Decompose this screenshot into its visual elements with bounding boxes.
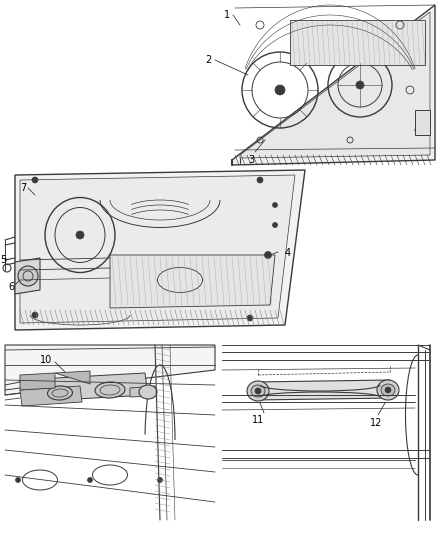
Ellipse shape bbox=[139, 385, 157, 399]
Polygon shape bbox=[20, 373, 148, 402]
Circle shape bbox=[76, 231, 84, 239]
Circle shape bbox=[385, 387, 391, 393]
Circle shape bbox=[247, 315, 253, 321]
Ellipse shape bbox=[381, 384, 395, 396]
Text: 5: 5 bbox=[0, 255, 6, 265]
Circle shape bbox=[15, 478, 21, 482]
Polygon shape bbox=[232, 5, 435, 165]
Polygon shape bbox=[20, 175, 295, 323]
Text: 11: 11 bbox=[252, 415, 264, 425]
Text: 1: 1 bbox=[224, 10, 230, 20]
Ellipse shape bbox=[251, 385, 265, 397]
Text: 6: 6 bbox=[8, 282, 14, 292]
Circle shape bbox=[88, 478, 92, 482]
Polygon shape bbox=[240, 12, 430, 158]
Circle shape bbox=[257, 177, 263, 183]
Text: 12: 12 bbox=[370, 418, 382, 428]
Circle shape bbox=[356, 81, 364, 89]
Circle shape bbox=[32, 177, 38, 183]
Circle shape bbox=[265, 252, 272, 259]
Circle shape bbox=[272, 222, 278, 228]
Text: 7: 7 bbox=[20, 183, 26, 193]
Circle shape bbox=[275, 85, 285, 95]
Polygon shape bbox=[110, 255, 275, 308]
Polygon shape bbox=[255, 380, 393, 400]
Polygon shape bbox=[55, 371, 90, 384]
Circle shape bbox=[18, 266, 38, 286]
Circle shape bbox=[255, 388, 261, 394]
Polygon shape bbox=[20, 386, 82, 406]
Text: 3: 3 bbox=[248, 155, 254, 165]
Polygon shape bbox=[5, 345, 215, 395]
Circle shape bbox=[158, 478, 162, 482]
Text: 4: 4 bbox=[285, 248, 291, 258]
Ellipse shape bbox=[377, 380, 399, 400]
Polygon shape bbox=[20, 373, 55, 390]
Polygon shape bbox=[130, 386, 155, 397]
Polygon shape bbox=[15, 258, 40, 294]
Text: 10: 10 bbox=[40, 355, 52, 365]
Ellipse shape bbox=[247, 381, 269, 401]
Text: 2: 2 bbox=[205, 55, 211, 65]
Polygon shape bbox=[15, 170, 305, 330]
Circle shape bbox=[32, 312, 38, 318]
Ellipse shape bbox=[47, 386, 72, 400]
Ellipse shape bbox=[95, 382, 125, 398]
Polygon shape bbox=[415, 110, 430, 135]
Circle shape bbox=[272, 203, 278, 207]
Polygon shape bbox=[290, 20, 425, 65]
